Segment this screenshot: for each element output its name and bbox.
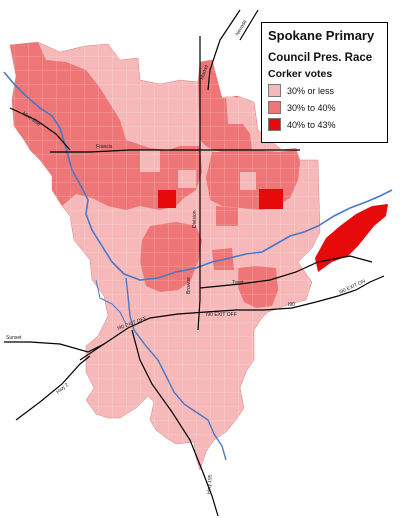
legend-label-low: 30% or less [287, 85, 335, 96]
precinct-high-east [259, 189, 283, 209]
label-i90-exit-on: I90 EXIT ON [338, 278, 366, 296]
road-nevada [239, 9, 259, 41]
legend-subtitle: Council Pres. Race [268, 52, 373, 64]
river [3, 71, 393, 281]
label-trent: Trent [232, 280, 244, 286]
precinct-high-far-east [315, 204, 388, 272]
label-i90-east: I90 [288, 302, 295, 308]
road-francis [50, 149, 300, 153]
legend-swatch-high [268, 118, 281, 131]
road-division [197, 36, 201, 331]
label-sunset: Sunset [6, 335, 22, 341]
label-i90-exit-off-2: I90 EXIT OFF [206, 312, 237, 318]
river-south-branch [125, 277, 227, 461]
legend-swatch-mid [268, 101, 281, 114]
roads [4, 9, 385, 517]
road-market [207, 9, 241, 91]
creek-west [95, 279, 127, 325]
road-i90 [79, 275, 385, 361]
road-hwy195 [131, 329, 219, 517]
road-sunset [4, 341, 105, 353]
road-nine-mile [9, 107, 71, 151]
label-division: Division [192, 210, 198, 228]
precinct-high-west [158, 190, 176, 208]
legend-label-mid: 30% to 40% [287, 102, 336, 113]
road-trent [199, 255, 373, 289]
legend-row-mid: 30% to 40% [268, 101, 381, 114]
legend-swatch-low [268, 84, 281, 97]
legend-row-low: 30% or less [268, 84, 381, 97]
precincts-high [158, 189, 388, 272]
label-hwy195: Hwy 195 [206, 474, 214, 494]
map-legend: Spokane Primary Council Pres. Race Corke… [261, 22, 388, 143]
label-nevada: Nevada [235, 19, 249, 37]
label-market: Market [199, 64, 210, 81]
legend-title: Spokane Primary [268, 28, 375, 43]
legend-label-high: 40% to 43% [287, 119, 336, 130]
label-francis: Francis [96, 144, 113, 150]
label-browne: Browne [186, 277, 192, 294]
road-hwy2 [15, 355, 91, 421]
legend-variable: Corker votes [268, 68, 333, 80]
legend-row-high: 40% to 43% [268, 118, 381, 131]
